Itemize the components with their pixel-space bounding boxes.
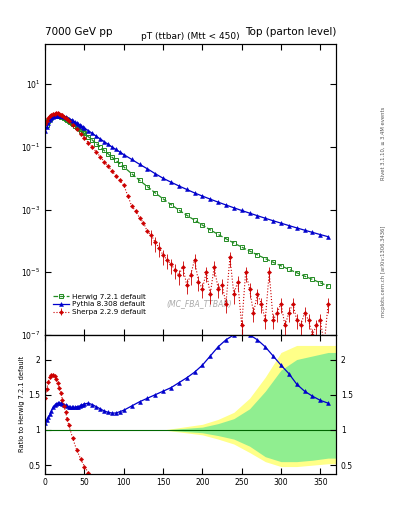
Pythia 8.308 default (145, 166, 150, 172)
Herwig 7.2.1 default (271, 259, 275, 265)
Herwig 7.2.1 default (70, 120, 74, 126)
Pythia 8.308 default (54, 113, 59, 119)
Herwig 7.2.1 default (54, 113, 59, 119)
Pythia 8.308 default (106, 141, 110, 147)
Legend: Herwig 7.2.1 default, Pythia 8.308 default, Sherpa 2.2.9 default: Herwig 7.2.1 default, Pythia 8.308 defau… (52, 292, 147, 317)
Herwig 7.2.1 default (106, 151, 110, 157)
Line: Pythia 8.308 default: Pythia 8.308 default (43, 114, 330, 239)
Text: Rivet 3.1.10, ≥ 3.4M events: Rivet 3.1.10, ≥ 3.4M events (381, 106, 386, 180)
Pythia 8.308 default (326, 233, 331, 240)
Herwig 7.2.1 default (326, 283, 331, 289)
Pythia 8.308 default (43, 128, 48, 134)
Text: mcplots.cern.ch [arXiv:1306.3436]: mcplots.cern.ch [arXiv:1306.3436] (381, 226, 386, 317)
Pythia 8.308 default (271, 218, 275, 224)
Pythia 8.308 default (51, 114, 55, 120)
Herwig 7.2.1 default (145, 184, 150, 190)
Y-axis label: Ratio to Herwig 7.2.1 default: Ratio to Herwig 7.2.1 default (19, 356, 26, 452)
Text: 7000 GeV pp: 7000 GeV pp (45, 27, 113, 37)
Title: pT (ttbar) (Mtt < 450): pT (ttbar) (Mtt < 450) (141, 32, 240, 41)
Text: Top (parton level): Top (parton level) (244, 27, 336, 37)
Pythia 8.308 default (70, 117, 74, 123)
Line: Herwig 7.2.1 default: Herwig 7.2.1 default (43, 114, 330, 288)
Pythia 8.308 default (63, 114, 68, 120)
Herwig 7.2.1 default (63, 116, 68, 122)
Herwig 7.2.1 default (51, 113, 55, 119)
Herwig 7.2.1 default (43, 123, 48, 130)
Text: (MC_FBA_TTBAR): (MC_FBA_TTBAR) (167, 298, 232, 308)
